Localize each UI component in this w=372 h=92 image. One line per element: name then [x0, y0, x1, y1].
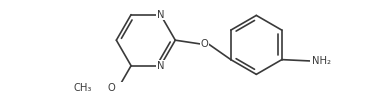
Text: CH₃: CH₃ [74, 83, 92, 92]
Text: O: O [201, 39, 209, 49]
Text: N: N [157, 61, 164, 71]
Text: O: O [107, 83, 115, 92]
Text: N: N [157, 10, 164, 20]
Text: NH₂: NH₂ [312, 56, 331, 66]
